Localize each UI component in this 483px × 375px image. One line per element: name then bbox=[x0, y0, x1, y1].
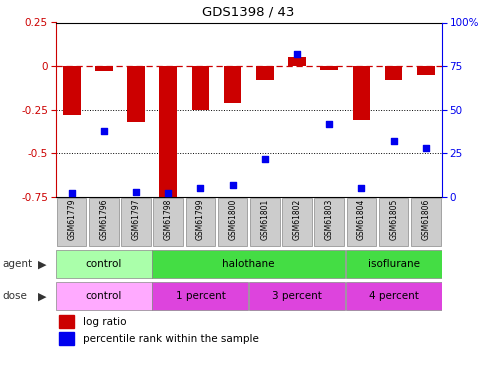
Text: GSM61796: GSM61796 bbox=[99, 199, 108, 240]
Bar bbox=[58, 315, 74, 328]
Bar bbox=[121, 198, 151, 246]
Bar bbox=[57, 198, 86, 246]
Text: GSM61798: GSM61798 bbox=[164, 199, 173, 240]
Text: GSM61779: GSM61779 bbox=[67, 199, 76, 240]
Bar bbox=[159, 66, 177, 199]
Text: control: control bbox=[85, 291, 122, 301]
Point bbox=[100, 128, 108, 134]
Bar bbox=[58, 332, 74, 345]
Bar bbox=[153, 282, 248, 310]
Text: ▶: ▶ bbox=[38, 260, 47, 269]
Bar bbox=[417, 66, 435, 75]
Bar bbox=[185, 198, 215, 246]
Point bbox=[390, 138, 398, 144]
Point bbox=[293, 51, 301, 57]
Bar bbox=[385, 66, 402, 80]
Text: GSM61799: GSM61799 bbox=[196, 199, 205, 240]
Text: GSM61805: GSM61805 bbox=[389, 199, 398, 240]
Bar bbox=[256, 66, 274, 80]
Point bbox=[261, 156, 269, 162]
Bar bbox=[56, 282, 152, 310]
Bar bbox=[346, 250, 441, 279]
Bar bbox=[250, 198, 280, 246]
Text: GSM61802: GSM61802 bbox=[293, 199, 301, 240]
Point bbox=[326, 121, 333, 127]
Bar bbox=[249, 282, 345, 310]
Text: GSM61806: GSM61806 bbox=[421, 199, 430, 240]
Text: agent: agent bbox=[2, 260, 32, 269]
Bar bbox=[347, 198, 376, 246]
Bar bbox=[192, 66, 209, 110]
Bar bbox=[56, 250, 152, 279]
Text: control: control bbox=[85, 259, 122, 269]
Point bbox=[197, 185, 204, 191]
Bar bbox=[346, 282, 441, 310]
Bar bbox=[353, 66, 370, 120]
Text: percentile rank within the sample: percentile rank within the sample bbox=[84, 334, 259, 344]
Bar bbox=[89, 198, 119, 246]
Bar bbox=[95, 66, 113, 71]
Text: GDS1398 / 43: GDS1398 / 43 bbox=[202, 6, 295, 19]
Text: GSM61803: GSM61803 bbox=[325, 199, 334, 240]
Text: GSM61804: GSM61804 bbox=[357, 199, 366, 240]
Text: dose: dose bbox=[2, 291, 28, 301]
Bar bbox=[288, 57, 306, 66]
Bar bbox=[379, 198, 409, 246]
Text: GSM61797: GSM61797 bbox=[131, 199, 141, 240]
Bar bbox=[320, 66, 338, 70]
Text: 4 percent: 4 percent bbox=[369, 291, 419, 301]
Text: isoflurane: isoflurane bbox=[368, 259, 420, 269]
Bar bbox=[411, 198, 440, 246]
Text: GSM61801: GSM61801 bbox=[260, 199, 270, 240]
Text: 1 percent: 1 percent bbox=[175, 291, 226, 301]
Point bbox=[422, 145, 430, 151]
Bar bbox=[224, 66, 242, 103]
Text: halothane: halothane bbox=[223, 259, 275, 269]
Text: 3 percent: 3 percent bbox=[272, 291, 322, 301]
Point bbox=[229, 182, 237, 188]
Bar bbox=[154, 198, 183, 246]
Bar bbox=[218, 198, 247, 246]
Bar bbox=[63, 66, 81, 115]
Text: ▶: ▶ bbox=[38, 291, 47, 301]
Point bbox=[164, 190, 172, 196]
Point bbox=[68, 190, 75, 196]
Text: GSM61800: GSM61800 bbox=[228, 199, 237, 240]
Bar bbox=[153, 250, 345, 279]
Bar bbox=[127, 66, 145, 122]
Bar bbox=[282, 198, 312, 246]
Point bbox=[132, 189, 140, 195]
Bar bbox=[314, 198, 344, 246]
Point bbox=[357, 185, 365, 191]
Text: log ratio: log ratio bbox=[84, 317, 127, 327]
